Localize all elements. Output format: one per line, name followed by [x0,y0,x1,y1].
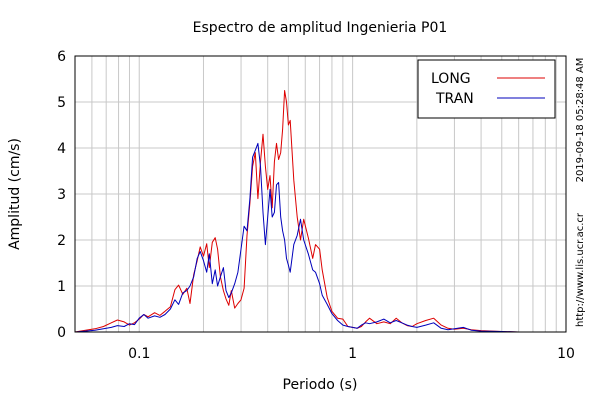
y-axis-label: Amplitud (cm/s) [7,138,23,250]
legend-label-long: LONG [431,71,471,87]
plot-frame [74,55,567,333]
timestamp-text: 2019-09-18 05:28:48 AM [575,58,586,183]
y-tick-label: 6 [57,49,66,65]
legend-box [417,59,556,119]
series-layer [74,90,566,333]
y-tick-label: 2 [57,233,66,249]
chart-title: Espectro de amplitud Ingenieria P01 [193,20,448,36]
legend: LONG TRAN [417,59,556,119]
legend-label-tran: TRAN [435,91,474,107]
x-axis-label: Periodo (s) [283,377,358,393]
y-tick-label: 0 [57,325,66,341]
y-tick-label: 5 [57,95,66,111]
series-line-long [74,90,566,333]
tick-labels: 0.1 1 10 0 1 2 3 4 5 6 [57,49,575,362]
y-tick-label: 1 [57,279,66,295]
y-tick-label: 4 [57,141,66,157]
url-text: http://www.lis.ucr.ac.cr [575,212,586,327]
x-tick-label: 10 [557,346,575,362]
series-line-tran [74,142,566,333]
x-tick-label: 1 [348,346,357,362]
y-tick-label: 3 [57,187,66,203]
x-tick-label: 0.1 [128,346,150,362]
